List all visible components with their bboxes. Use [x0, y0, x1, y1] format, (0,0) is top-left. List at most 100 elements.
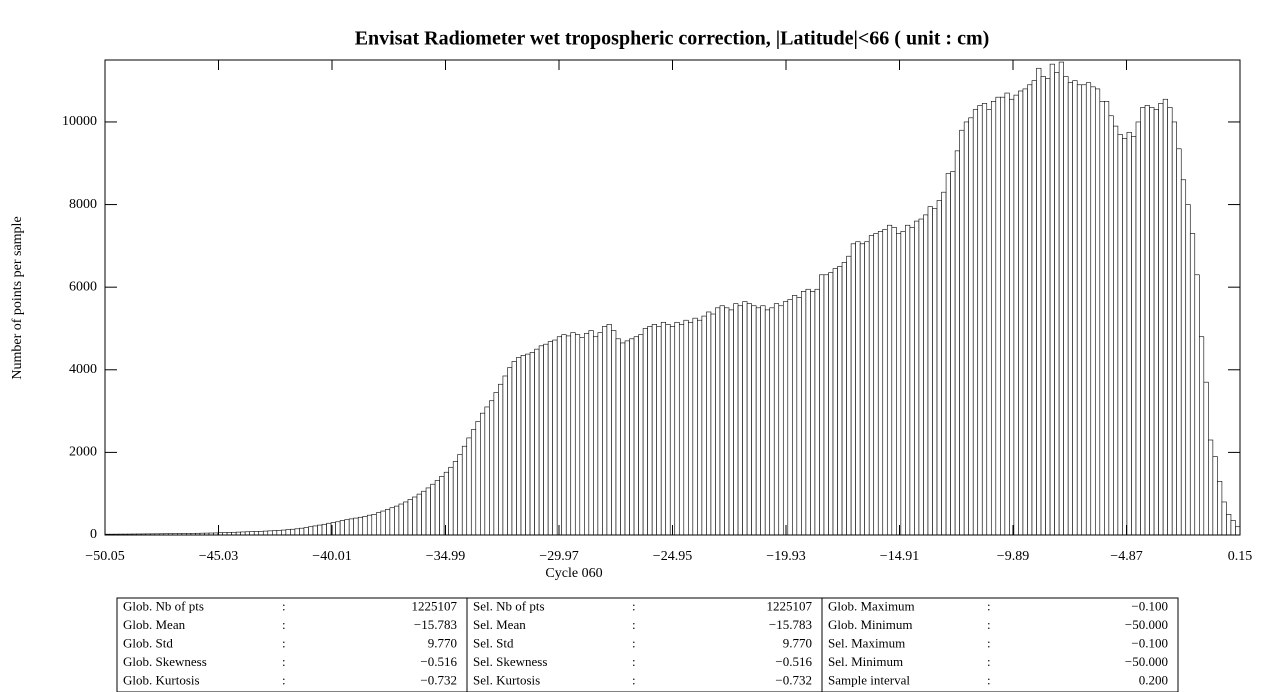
bar — [782, 301, 789, 536]
bar — [425, 487, 431, 536]
bar — [403, 501, 409, 536]
stat-separator: : — [987, 673, 991, 688]
bar — [262, 530, 269, 536]
bar — [430, 483, 436, 536]
y-tick-label: 2000 — [69, 445, 97, 460]
bar — [719, 305, 725, 536]
x-tick-label: −40.01 — [312, 549, 351, 564]
bar — [936, 200, 942, 536]
bar — [1176, 148, 1182, 536]
bar — [253, 531, 260, 536]
stat-value: 1225107 — [767, 598, 813, 613]
bar — [968, 117, 974, 536]
bar — [864, 241, 870, 536]
x-tick-label: −14.91 — [880, 549, 919, 564]
bar — [859, 243, 865, 536]
bar — [787, 299, 793, 536]
bar — [891, 226, 897, 536]
bar — [1040, 76, 1046, 536]
bar — [281, 529, 287, 536]
bar — [1185, 204, 1191, 536]
bar — [1203, 381, 1209, 536]
bar — [525, 353, 531, 536]
bar — [470, 429, 477, 536]
bar — [1054, 72, 1060, 536]
stat-separator: : — [282, 598, 286, 613]
bar — [249, 531, 255, 536]
bar — [1058, 61, 1064, 536]
bar — [448, 466, 454, 536]
bar — [290, 528, 296, 536]
bar — [697, 319, 703, 536]
stat-value: −50.000 — [1125, 617, 1168, 632]
bar — [728, 309, 734, 536]
bar — [972, 109, 979, 536]
bar — [1076, 84, 1083, 536]
bar — [452, 461, 459, 536]
y-tick-label: 8000 — [69, 197, 97, 212]
stat-separator: : — [632, 598, 636, 613]
bar — [357, 516, 364, 536]
bar — [457, 454, 463, 536]
bar — [344, 519, 350, 536]
bar — [321, 523, 327, 536]
bar — [1135, 121, 1141, 536]
bar — [1104, 101, 1110, 536]
bar — [1009, 98, 1015, 536]
bar — [412, 496, 418, 536]
bar — [995, 96, 1001, 536]
bar — [1230, 520, 1236, 536]
bar — [927, 206, 933, 536]
bar — [647, 326, 653, 536]
bar — [832, 268, 838, 536]
bar — [715, 307, 721, 536]
bar — [801, 291, 807, 536]
bar — [1117, 134, 1123, 536]
stat-separator: : — [987, 654, 991, 669]
bar — [1194, 274, 1200, 536]
bar — [299, 527, 305, 536]
bar — [1221, 501, 1227, 536]
bar — [886, 224, 893, 536]
bar — [335, 521, 341, 536]
stat-label: Glob. Skewness — [123, 654, 207, 669]
bar — [918, 218, 924, 536]
bar — [760, 305, 766, 536]
bar — [1153, 109, 1159, 536]
bar — [688, 321, 694, 536]
bar — [981, 103, 988, 536]
bar — [407, 499, 413, 536]
stat-label: Glob. Kurtosis — [123, 673, 200, 688]
bar — [1199, 336, 1205, 536]
bar — [905, 224, 911, 536]
bar — [565, 335, 572, 536]
bar — [285, 529, 291, 536]
table-border — [116, 597, 1179, 692]
bar — [267, 530, 273, 536]
y-axis-label: Number of points per sample — [10, 216, 25, 379]
stat-value: −15.783 — [414, 617, 457, 632]
stat-label: Sel. Maximum — [828, 635, 905, 650]
stat-value: −0.732 — [775, 673, 812, 688]
bar — [620, 342, 626, 536]
bar — [1036, 67, 1042, 536]
bar — [651, 324, 657, 536]
bar — [814, 288, 820, 536]
bar — [380, 510, 386, 536]
bar — [778, 305, 784, 536]
bar — [1113, 125, 1119, 536]
bar — [678, 324, 685, 536]
bar — [656, 326, 662, 536]
bar — [1162, 98, 1168, 536]
bar — [574, 334, 581, 536]
bar — [792, 295, 798, 536]
bar — [868, 235, 875, 536]
bar — [1108, 115, 1114, 536]
stat-label: Glob. Nb of pts — [123, 598, 204, 613]
bar — [353, 517, 359, 536]
chart-title: Envisat Radiometer wet tropospheric corr… — [355, 28, 990, 50]
bar — [421, 490, 427, 536]
stat-label: Sel. Nb of pts — [473, 598, 545, 613]
bar — [909, 226, 915, 536]
bar — [561, 334, 567, 536]
